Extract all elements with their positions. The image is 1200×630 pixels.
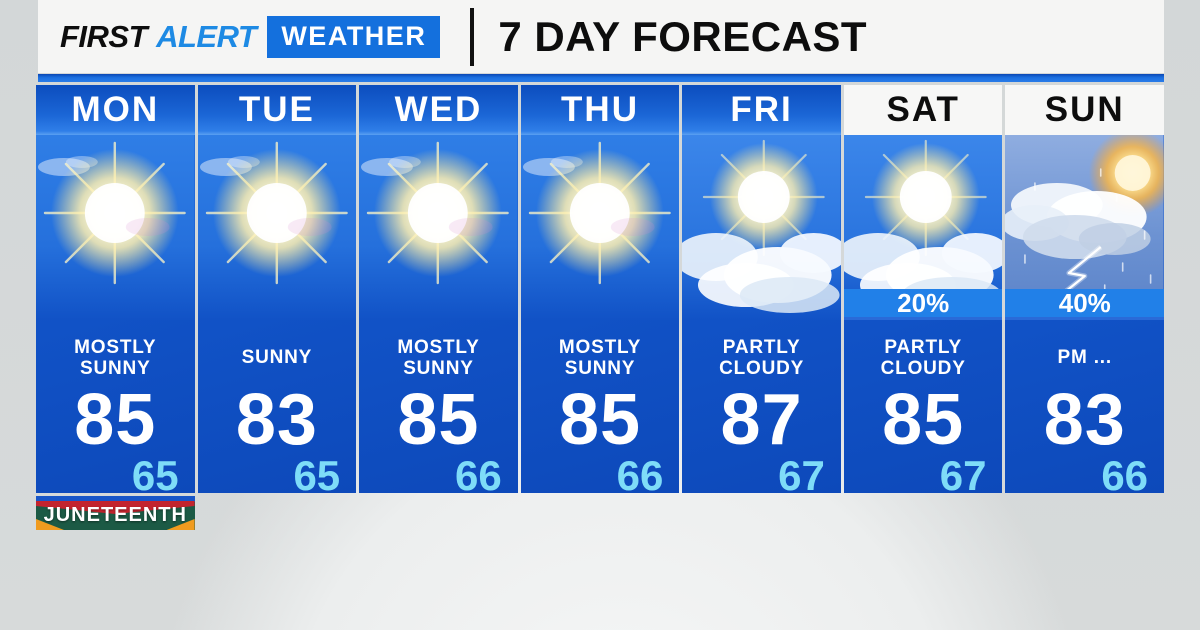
- weather-icon-area: [197, 135, 357, 320]
- forecast-day-body: MOSTLY SUNNY 85 66: [521, 320, 680, 493]
- banner-orange-corner-left: [36, 519, 64, 530]
- banner-orange-corner-right: [166, 519, 195, 530]
- forecast-day-card: THU: [520, 85, 680, 493]
- day-label: SUN: [1005, 85, 1165, 135]
- logo-alert-text: ALERT: [156, 18, 257, 54]
- forecast-day-column: MON: [36, 85, 195, 530]
- low-temp: 66: [455, 452, 502, 493]
- weather-icon-area: [682, 135, 841, 320]
- logo-weather-badge: WEATHER: [267, 15, 441, 58]
- banner-label: JUNETEENTH: [43, 503, 187, 526]
- forecast-day-body: MOSTLY SUNNY 85 65: [36, 320, 195, 493]
- weather-icon-area: 20%: [843, 135, 1003, 320]
- condition-text: PARTLY CLOUDY: [880, 336, 966, 379]
- sunny-icon: [520, 135, 680, 320]
- show-header: FIRST ALERT WEATHER 7 DAY FORECAST: [38, 0, 1164, 73]
- header-divider: [470, 7, 475, 66]
- high-temp: 85: [397, 380, 480, 460]
- forecast-day-card: WED: [359, 85, 518, 493]
- forecast-day-column: WED: [359, 85, 518, 530]
- low-temp: 66: [616, 452, 664, 493]
- forecast-day-card: FRI: [682, 85, 841, 493]
- logo-first-text: FIRST: [60, 18, 148, 54]
- weather-icon-area: [520, 135, 680, 320]
- weather-icon-area: [359, 135, 518, 320]
- low-temp: 67: [778, 452, 825, 493]
- low-temp: 66: [1101, 452, 1149, 493]
- condition-text: MOSTLY SUNNY: [558, 336, 642, 379]
- partly-cloudy-icon: [682, 135, 841, 320]
- sunny-icon: [359, 135, 518, 320]
- weather-icon-area: [36, 135, 195, 320]
- forecast-day-body: SUNNY 83 65: [198, 320, 357, 493]
- page-title: 7 DAY FORECAST: [498, 12, 868, 60]
- day-label: WED: [359, 85, 518, 135]
- banner-blue-stripe: [36, 496, 195, 502]
- high-temp: 83: [1043, 380, 1126, 460]
- day-label: MON: [36, 85, 195, 135]
- forecast-day-column: THU: [520, 85, 680, 530]
- forecast-day-card: SUN: [1005, 85, 1165, 493]
- condition-text: MOSTLY SUNNY: [397, 336, 480, 379]
- high-temp: 87: [720, 380, 803, 460]
- weather-icon-area: 40%: [1005, 135, 1165, 320]
- low-temp: 67: [939, 452, 987, 493]
- condition-text: PARTLY CLOUDY: [719, 336, 805, 379]
- day-label: THU: [520, 85, 680, 135]
- precip-chance-badge: 20%: [843, 288, 1003, 320]
- forecast-day-body: PARTLY CLOUDY 85 67: [844, 320, 1003, 493]
- forecast-day-card: MON: [36, 85, 195, 493]
- forecast-day-column: SAT: [843, 85, 1003, 530]
- day-label: SAT: [843, 85, 1003, 135]
- sunny-icon: [197, 135, 357, 320]
- forecast-day-body: MOSTLY SUNNY 85 66: [359, 320, 518, 493]
- low-temp: 65: [293, 452, 341, 493]
- first-alert-weather-logo: FIRST ALERT WEATHER: [60, 15, 441, 58]
- header-accent-bar: [38, 74, 1164, 82]
- seven-day-forecast-grid: MON: [36, 85, 1165, 530]
- high-temp: 85: [558, 380, 642, 460]
- precip-chance-badge: 40%: [1005, 288, 1165, 320]
- juneteenth-banner: JUNETEENTH: [36, 496, 195, 530]
- high-temp: 85: [882, 380, 965, 460]
- sunny-icon: [36, 135, 195, 320]
- high-temp: 85: [74, 380, 157, 460]
- forecast-day-body: PM ... 83 66: [1005, 320, 1164, 493]
- forecast-day-body: PARTLY CLOUDY 87 67: [682, 320, 841, 493]
- forecast-day-column: FRI: [682, 85, 841, 530]
- condition-text: SUNNY: [241, 347, 313, 369]
- low-temp: 65: [131, 452, 179, 493]
- forecast-day-card: SAT: [843, 85, 1003, 493]
- forecast-day-column: SUN: [1005, 85, 1165, 530]
- day-label: TUE: [197, 85, 357, 135]
- condition-text: MOSTLY SUNNY: [74, 336, 157, 379]
- forecast-day-card: TUE: [197, 85, 357, 493]
- forecast-day-column: TUE: [197, 85, 357, 530]
- condition-text: PM ...: [1057, 347, 1112, 369]
- day-label: FRI: [682, 85, 841, 135]
- high-temp: 83: [235, 380, 318, 460]
